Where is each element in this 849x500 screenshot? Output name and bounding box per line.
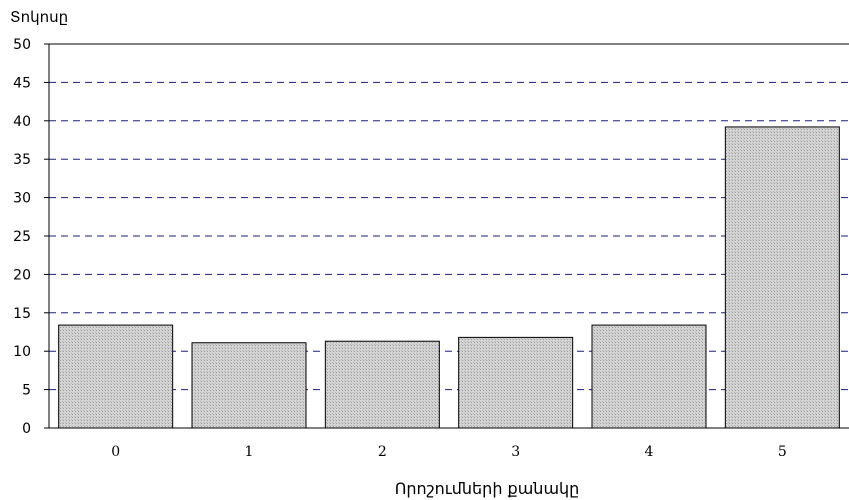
y-tick-label: 25 <box>13 229 31 245</box>
y-tick-label: 15 <box>13 306 31 322</box>
bar-4 <box>591 324 707 429</box>
x-tick-label: 2 <box>378 444 387 460</box>
y-tick-label: 30 <box>13 191 31 207</box>
y-tick-labels: 0 5 10 15 20 25 30 35 40 45 50 <box>13 37 49 437</box>
y-tick-label: 35 <box>13 152 31 168</box>
y-tick-label: 10 <box>13 344 31 360</box>
y-tick-label: 0 <box>22 421 31 437</box>
x-tick-label: 4 <box>645 444 654 460</box>
bar-3 <box>458 336 574 429</box>
gridlines <box>49 43 849 391</box>
bar-0 <box>58 324 174 429</box>
y-tick-label: 45 <box>13 75 31 91</box>
x-tick-label: 0 <box>111 444 120 460</box>
x-tick-labels: 0 1 2 3 4 5 <box>111 444 787 460</box>
y-axis-label: Տոկոսը <box>10 8 68 26</box>
bar-1 <box>191 342 307 429</box>
y-tick-label: 50 <box>13 37 31 53</box>
x-axis-label: Որոշումների քանակը <box>395 479 580 498</box>
y-tick-label: 20 <box>13 267 31 283</box>
x-tick-label: 3 <box>511 444 520 460</box>
y-tick-label: 40 <box>13 114 31 130</box>
bars <box>58 126 840 429</box>
bar-5 <box>724 126 840 429</box>
x-tick-label: 5 <box>778 444 787 460</box>
y-tick-label: 5 <box>22 383 31 399</box>
bar-2 <box>324 340 440 429</box>
x-tick-label: 1 <box>245 444 254 460</box>
